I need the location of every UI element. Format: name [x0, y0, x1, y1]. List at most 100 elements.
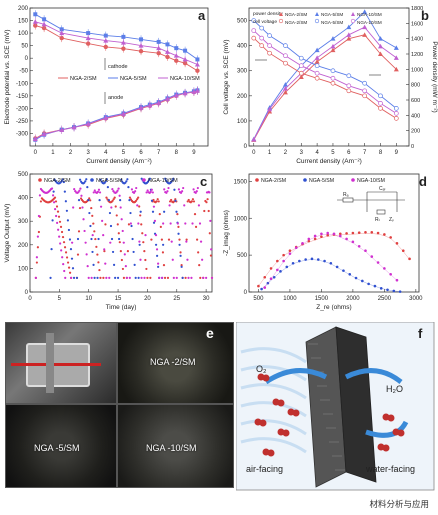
- annotation-anode: anode: [108, 95, 123, 101]
- data-point: [126, 178, 129, 181]
- data-point: [179, 191, 183, 194]
- data-point: [182, 186, 185, 190]
- data-point: [49, 276, 52, 279]
- y-tick-label: 300: [18, 219, 29, 225]
- molecule: [259, 419, 267, 427]
- data-point: [85, 253, 88, 256]
- label-o2: O₂: [256, 364, 267, 374]
- data-point: [164, 177, 167, 180]
- x-tick-label: 2: [284, 150, 288, 156]
- x-tick-label: 4: [315, 150, 319, 156]
- data-point: [251, 35, 257, 41]
- fit-line-NGA-10/SM: [264, 233, 398, 288]
- data-point: [104, 180, 107, 183]
- data-point: [98, 191, 102, 194]
- cathode-layer: [335, 326, 377, 483]
- data-point: [283, 43, 288, 48]
- x-tick-label: 1500: [315, 296, 329, 302]
- data-point: [203, 209, 206, 213]
- data-point: [89, 224, 92, 228]
- x-tick-label: 0: [252, 150, 256, 156]
- data-point: [393, 106, 399, 111]
- data-point: [259, 35, 265, 41]
- data-point: [103, 115, 109, 120]
- x-tick-label: 6: [347, 150, 351, 156]
- data-point: [92, 191, 95, 194]
- x-tick-label: 2: [69, 150, 73, 156]
- data-point: [283, 60, 288, 66]
- data-point: [68, 238, 72, 241]
- data-point: [173, 92, 179, 98]
- data-point: [137, 222, 140, 225]
- legend-marker: [255, 178, 259, 182]
- data-point: [251, 18, 257, 23]
- data-point: [65, 256, 69, 259]
- data-point: [103, 38, 109, 43]
- data-point: [127, 186, 130, 189]
- data-point: [326, 233, 330, 237]
- data-point: [61, 256, 64, 259]
- x-tick-label: 25: [173, 296, 180, 302]
- data-point: [195, 190, 198, 193]
- data-point: [64, 200, 67, 203]
- data-point: [56, 210, 60, 213]
- data-point: [338, 234, 342, 238]
- data-point: [64, 251, 68, 254]
- data-point: [330, 80, 336, 86]
- data-point: [180, 265, 183, 268]
- data-point: [362, 93, 367, 99]
- y-tick-label: -150: [16, 94, 29, 100]
- data-point: [90, 276, 93, 279]
- x-tick-label: 9: [395, 150, 399, 156]
- data-point: [98, 268, 101, 272]
- legend-marker: [351, 178, 355, 182]
- data-point: [162, 264, 166, 267]
- data-point: [137, 196, 140, 199]
- data-point: [108, 276, 111, 279]
- data-point: [113, 196, 116, 199]
- data-point: [152, 221, 156, 224]
- data-point: [96, 190, 100, 193]
- y2-tick-label: 600: [411, 98, 420, 104]
- data-point: [99, 276, 102, 279]
- series-line-power-NGA-5/SM: [253, 11, 397, 140]
- data-point: [207, 209, 210, 213]
- flow-arrow: [264, 368, 328, 385]
- data-point: [122, 241, 125, 244]
- legend-row-power: power density: [253, 11, 283, 17]
- data-point: [59, 127, 65, 132]
- data-point: [119, 198, 122, 202]
- data-point: [165, 42, 170, 47]
- data-point: [121, 229, 124, 233]
- data-point: [157, 265, 160, 268]
- panel-d-chart: 500 1000 1500 2000 2500 3000 0 500 1000 1500 Z_re …: [223, 173, 427, 311]
- data-point: [117, 187, 120, 190]
- legend-label: NGA-5/SM: [309, 178, 334, 184]
- data-point: [85, 35, 91, 41]
- data-point: [148, 177, 152, 180]
- data-point: [173, 188, 176, 191]
- data-point: [129, 222, 132, 225]
- y-tick-label: -250: [16, 119, 29, 125]
- data-point: [320, 232, 323, 236]
- photo-label-ngA2: NGA -2/SM: [150, 357, 196, 367]
- x-tick-label: 7: [157, 150, 161, 156]
- data-point: [150, 238, 153, 241]
- data-point: [137, 276, 140, 279]
- y-tick-label: 0: [25, 56, 29, 62]
- data-point: [146, 180, 149, 184]
- watermark: 材料分析与应用: [366, 497, 432, 511]
- data-point: [267, 33, 272, 38]
- data-point: [314, 47, 320, 53]
- data-point: [210, 276, 214, 279]
- data-point: [145, 191, 148, 194]
- data-point: [83, 229, 86, 233]
- data-point: [138, 243, 141, 246]
- y2-tick-label: 1600: [411, 21, 423, 27]
- data-point: [163, 210, 166, 213]
- data-point: [330, 43, 336, 49]
- label-air-facing: air-facing: [246, 464, 283, 474]
- photo-reactor: [5, 322, 117, 404]
- data-point: [166, 276, 170, 279]
- data-point: [283, 53, 288, 59]
